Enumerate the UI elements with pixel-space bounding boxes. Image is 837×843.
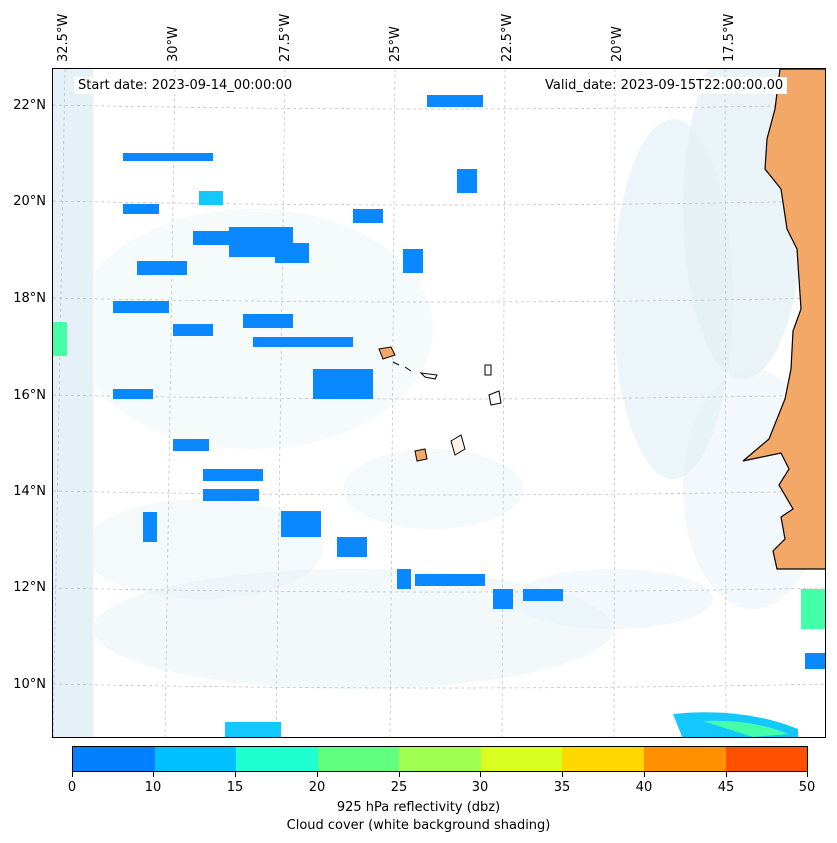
lat-label-20n: 20°N <box>13 194 46 209</box>
colorbar-tick-label: 35 <box>553 780 571 795</box>
colorbar-tick <box>399 772 400 777</box>
lat-label-16n: 16°N <box>13 388 46 403</box>
colorbar-title: 925 hPa reflectivity (dbz) <box>336 800 501 815</box>
colorbar-tick <box>153 772 154 777</box>
land-areas <box>378 69 825 570</box>
colorbar-tick <box>72 772 73 777</box>
cloud-cover-shading <box>53 69 823 737</box>
colorbar-segment <box>73 747 155 771</box>
lat-label-18n: 18°N <box>13 291 46 306</box>
colorbar-segment <box>562 747 644 771</box>
colorbar-tick <box>480 772 481 777</box>
lat-label-22n: 22°N <box>13 98 46 113</box>
lat-label-14n: 14°N <box>13 484 46 499</box>
colorbar-segment <box>725 747 808 771</box>
reflectivity-echoes <box>53 95 825 737</box>
colorbar-tick-label: 15 <box>226 780 244 795</box>
lon-label-22-5w: 22.5°W <box>500 13 515 62</box>
colorbar-tick-label: 30 <box>471 780 489 795</box>
colorbar-tick <box>644 772 645 777</box>
map-panel <box>52 68 826 738</box>
colorbar-tick <box>317 772 318 777</box>
lon-label-25w: 25°W <box>388 26 403 62</box>
colorbar-segment <box>480 747 563 771</box>
lon-label-17-5w: 17.5°W <box>722 13 737 62</box>
colorbar-tick-label: 25 <box>390 780 408 795</box>
colorbar-segment <box>154 747 237 771</box>
colorbar-tick-label: 0 <box>67 780 77 795</box>
start-date-label: Start date: 2023-09-14_00:00:00 <box>74 77 297 94</box>
lon-label-32-5w: 32.5°W <box>56 13 71 62</box>
colorbar-tick <box>807 772 808 777</box>
lat-label-10n: 10°N <box>13 677 46 692</box>
colorbar-tick-label: 10 <box>144 780 162 795</box>
colorbar-subtitle: Cloud cover (white background shading) <box>286 818 551 833</box>
colorbar <box>72 746 808 772</box>
colorbar-segment <box>236 747 318 771</box>
colorbar-tick-label: 40 <box>635 780 653 795</box>
colorbar-segment <box>399 747 481 771</box>
lon-label-30w: 30°W <box>166 26 181 62</box>
graticule <box>53 69 825 737</box>
valid-date-label: Valid_date: 2023-09-15T22:00:00.00 <box>541 77 788 94</box>
map-canvas <box>53 69 825 737</box>
colorbar-tick <box>726 772 727 777</box>
lon-label-20w: 20°W <box>610 26 625 62</box>
colorbar-tick <box>235 772 236 777</box>
colorbar-tick-label: 50 <box>798 780 816 795</box>
colorbar-tick-label: 20 <box>308 780 326 795</box>
colorbar-segment <box>643 747 726 771</box>
colorbar-tick-label: 45 <box>717 780 735 795</box>
lat-label-12n: 12°N <box>13 580 46 595</box>
lon-label-27-5w: 27.5°W <box>278 13 293 62</box>
colorbar-segment <box>317 747 400 771</box>
colorbar-tick <box>562 772 563 777</box>
